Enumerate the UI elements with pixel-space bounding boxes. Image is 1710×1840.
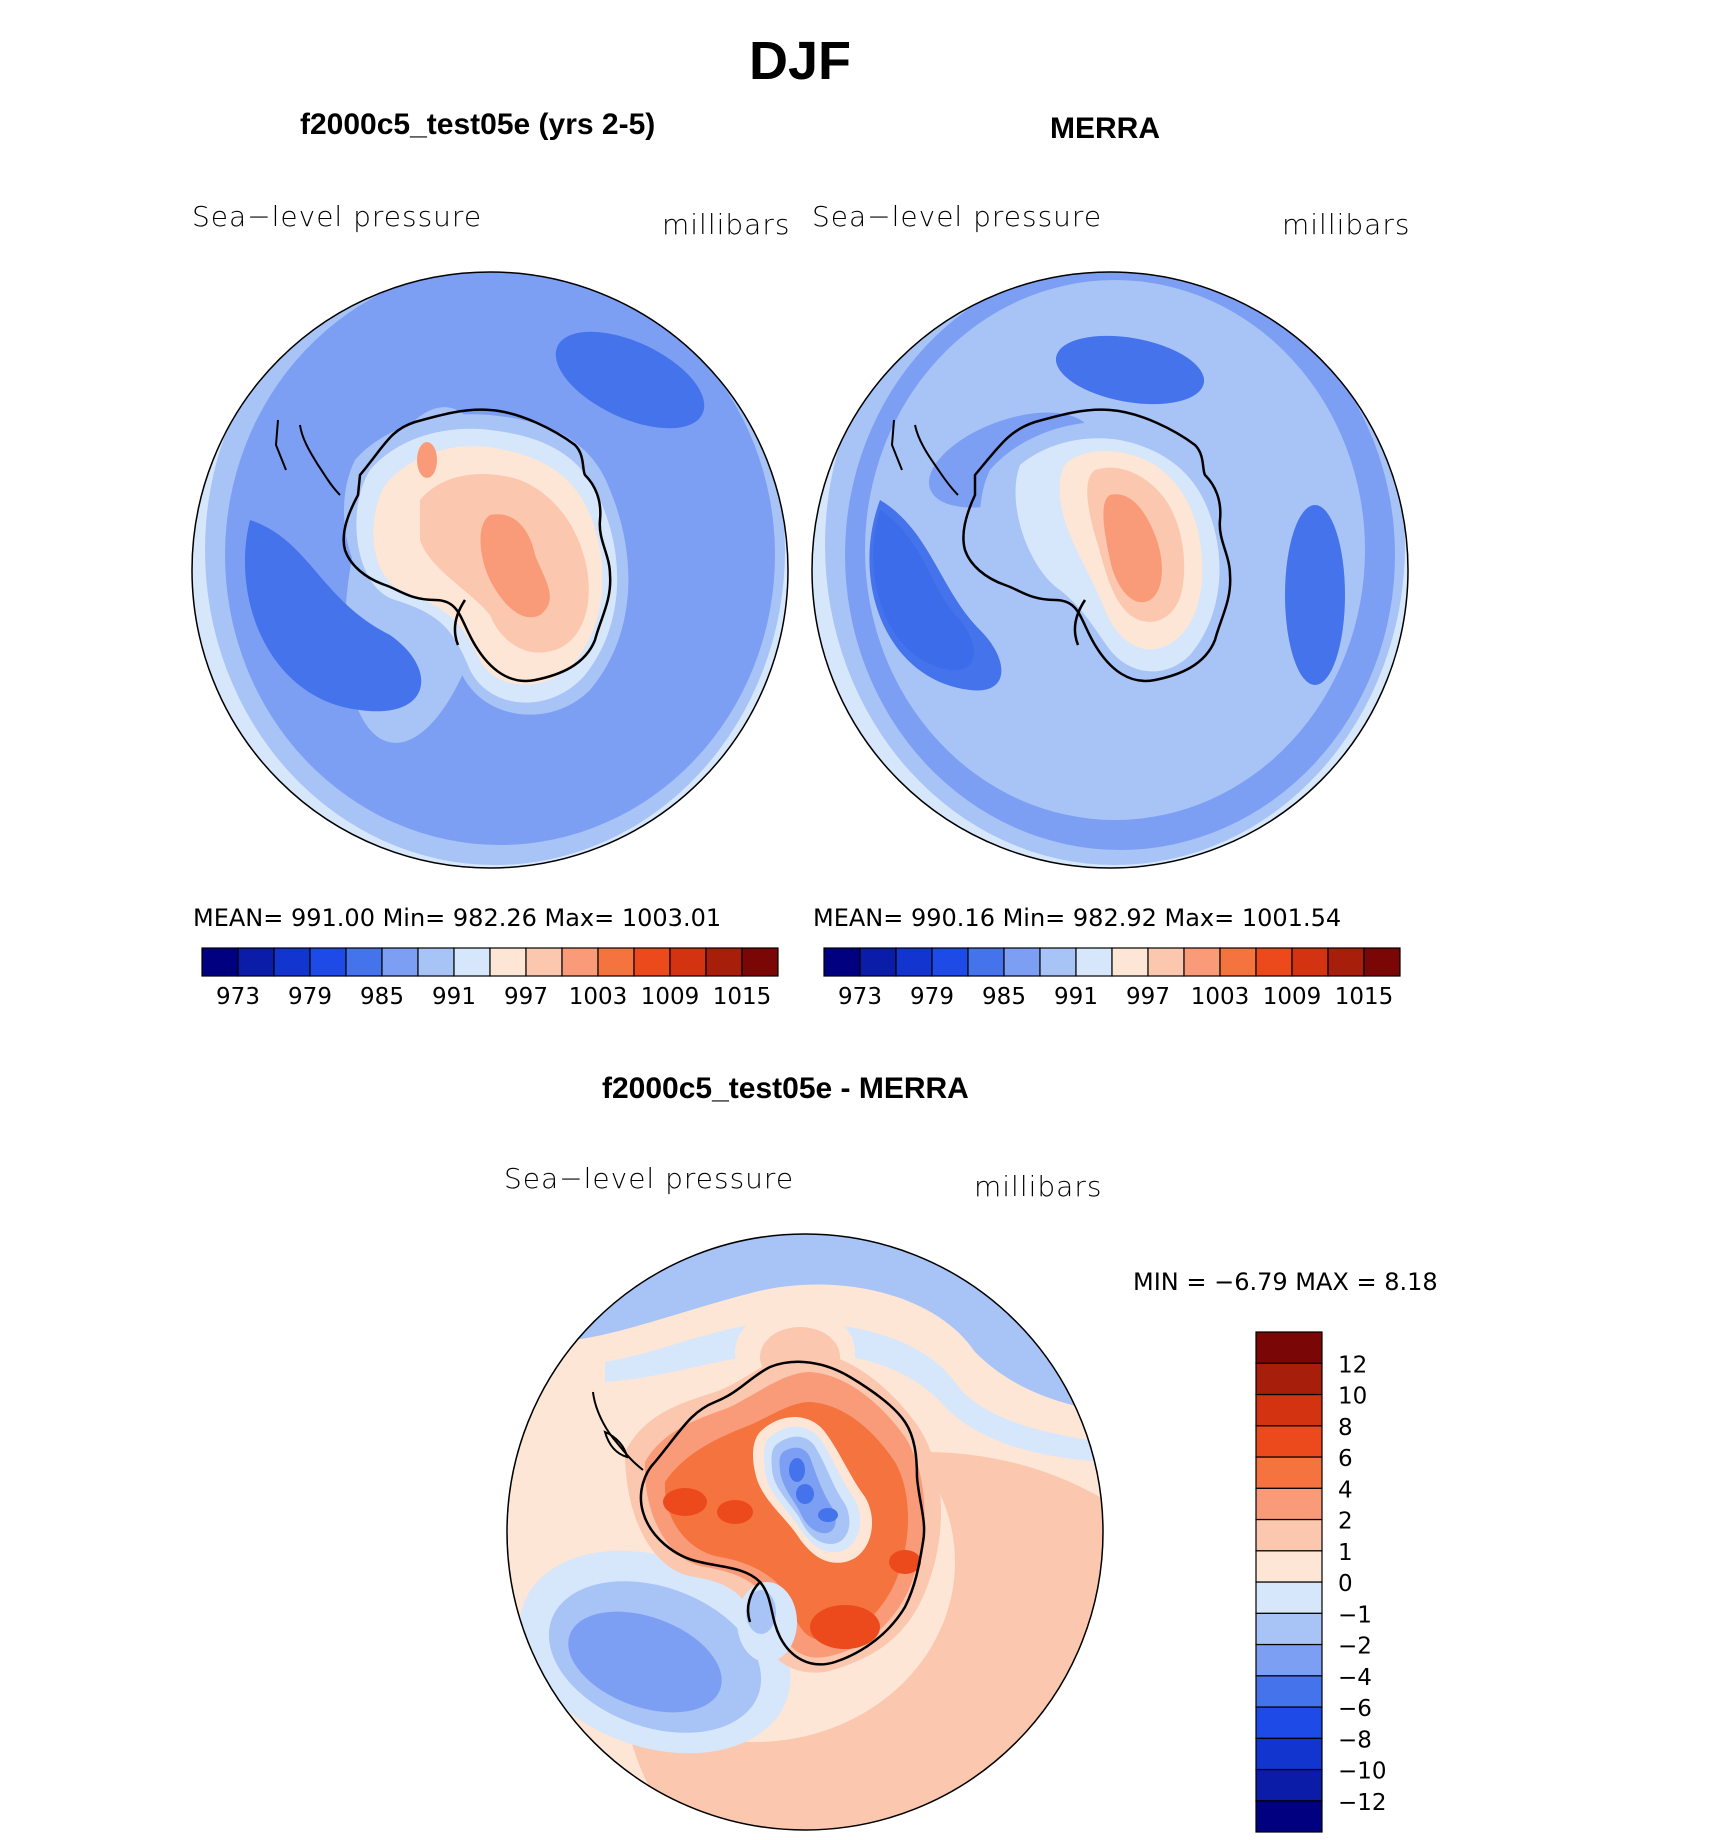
diff-colorbar-swatch (1255, 1425, 1323, 1458)
model-colorbar-swatch (561, 947, 599, 977)
diff-colorbar-tick-label: −4 (1338, 1665, 1372, 1691)
model-units-label: millibars (662, 208, 791, 241)
model-colorbar-tick-label: 991 (432, 984, 476, 1010)
diff-colorbar-tick-label: −2 (1338, 1634, 1372, 1660)
model-colorbar-swatch (597, 947, 635, 977)
diff-colorbar-tick-label: −12 (1338, 1790, 1387, 1816)
model-colorbar-swatch (453, 947, 491, 977)
diff-colorbar-tick-label: 12 (1338, 1352, 1367, 1378)
model-colorbar-swatch (669, 947, 707, 977)
obs-colorbar-swatch (1255, 947, 1293, 977)
obs-colorbar-swatch (1183, 947, 1221, 977)
diff-colorbar-tick-label: 2 (1338, 1509, 1353, 1535)
obs-colorbar-swatch (1147, 947, 1185, 977)
obs-stats: MEAN= 990.16 Min= 982.92 Max= 1001.54 (813, 904, 1342, 932)
model-colorbar-swatch (525, 947, 563, 977)
obs-panel-title: MERRA (1050, 112, 1160, 145)
diff-colorbar-swatch (1255, 1768, 1323, 1802)
obs-map (811, 271, 1409, 869)
model-colorbar-tick-label: 973 (216, 984, 260, 1010)
obs-colorbar-swatch (931, 947, 969, 977)
diff-colorbar-tick-label: 1 (1338, 1540, 1353, 1566)
diff-colorbar-tick-label: 10 (1338, 1384, 1367, 1410)
model-colorbar-tick-label: 979 (288, 984, 332, 1010)
obs-variable-label: Sea−level pressure (812, 200, 1103, 233)
figure-title: DJF (748, 31, 851, 91)
diff-colorbar-swatch (1255, 1362, 1323, 1396)
model-colorbar-tick-label: 997 (504, 984, 548, 1010)
diff-colorbar-tick-label: −6 (1338, 1696, 1372, 1722)
model-stats: MEAN= 991.00 Min= 982.26 Max= 1003.01 (193, 904, 722, 932)
obs-colorbar-tick-label: 985 (982, 984, 1026, 1010)
diff-colorbar-swatch (1255, 1581, 1323, 1614)
diff-colorbar-swatch (1255, 1612, 1323, 1646)
model-map (191, 271, 789, 869)
obs-colorbar-tick-label: 991 (1054, 984, 1098, 1010)
obs-units-label: millibars (1282, 208, 1411, 241)
model-colorbar-swatch (381, 947, 419, 977)
diff-colorbar-swatch (1255, 1393, 1323, 1427)
obs-colorbar-tick-label: 973 (838, 984, 882, 1010)
obs-colorbar-swatch (1219, 947, 1257, 977)
diff-colorbar-swatch (1255, 1487, 1323, 1521)
diff-colorbar-swatch (1255, 1675, 1323, 1708)
obs-colorbar-swatch (1039, 947, 1077, 977)
model-colorbar-swatch (309, 947, 347, 977)
model-colorbar-swatch (273, 947, 311, 977)
obs-colorbar-swatch (859, 947, 897, 977)
obs-colorbar-swatch (967, 947, 1005, 977)
diff-colorbar-swatch (1255, 1456, 1323, 1489)
model-colorbar-tick-label: 985 (360, 984, 404, 1010)
model-colorbar-swatch (705, 947, 743, 977)
model-colorbar-tick-label: 1015 (713, 984, 772, 1010)
model-colorbar-swatch (201, 947, 239, 977)
model-colorbar-swatch (741, 947, 779, 977)
obs-colorbar-tick-label: 1009 (1263, 984, 1322, 1010)
diff-colorbar-tick-label: 6 (1338, 1446, 1353, 1472)
diff-colorbar-swatch (1255, 1331, 1323, 1364)
diff-variable-label: Sea−level pressure (504, 1162, 795, 1195)
model-colorbar-swatch (345, 947, 383, 977)
diff-colorbar-swatch (1255, 1706, 1323, 1739)
obs-colorbar-swatch (1363, 947, 1401, 977)
obs-colorbar-swatch (1111, 947, 1149, 977)
model-colorbar-swatch (489, 947, 527, 977)
diff-panel-title: f2000c5_test05e - MERRA (602, 1072, 969, 1105)
obs-colorbar-tick-label: 979 (910, 984, 954, 1010)
obs-colorbar-swatch (1003, 947, 1041, 977)
model-colorbar-swatch (417, 947, 455, 977)
diff-colorbar-tick-label: −10 (1338, 1759, 1387, 1785)
diff-colorbar-swatch (1255, 1737, 1323, 1771)
diff-units-label: millibars (974, 1170, 1103, 1203)
diff-colorbar-swatch (1255, 1643, 1323, 1677)
diff-colorbar-tick-label: 0 (1338, 1571, 1353, 1597)
model-colorbar: 973 979 985 991 997 1003 1009 1015 (201, 947, 779, 1010)
obs-colorbar-swatch (895, 947, 933, 977)
model-colorbar-tick-label: 1003 (569, 984, 628, 1010)
diff-minmax: MIN = −6.79 MAX = 8.18 (1133, 1268, 1438, 1296)
model-colorbar-swatch (237, 947, 275, 977)
diff-colorbar-tick-label: 8 (1338, 1415, 1353, 1441)
diff-colorbar-swatch (1255, 1518, 1323, 1552)
obs-colorbar-swatch (1075, 947, 1113, 977)
obs-colorbar-swatch (823, 947, 861, 977)
model-colorbar-tick-label: 1009 (641, 984, 700, 1010)
obs-colorbar: 973 979 985 991 997 1003 1009 1015 (823, 947, 1401, 1010)
model-variable-label: Sea−level pressure (192, 200, 483, 233)
obs-colorbar-swatch (1291, 947, 1329, 977)
diff-colorbar-tick-label: 4 (1338, 1477, 1353, 1503)
diff-map (506, 1233, 1104, 1831)
diff-colorbar-swatch (1255, 1800, 1323, 1833)
model-panel-title: f2000c5_test05e (yrs 2-5) (300, 108, 656, 141)
diff-colorbar-tick-label: −8 (1338, 1727, 1372, 1753)
obs-colorbar-tick-label: 997 (1126, 984, 1170, 1010)
obs-colorbar-swatch (1327, 947, 1365, 977)
diff-colorbar-swatch (1255, 1550, 1323, 1583)
obs-colorbar-tick-label: 1015 (1335, 984, 1394, 1010)
model-colorbar-swatch (633, 947, 671, 977)
diff-colorbar-tick-label: −1 (1338, 1602, 1372, 1628)
obs-colorbar-tick-label: 1003 (1191, 984, 1250, 1010)
